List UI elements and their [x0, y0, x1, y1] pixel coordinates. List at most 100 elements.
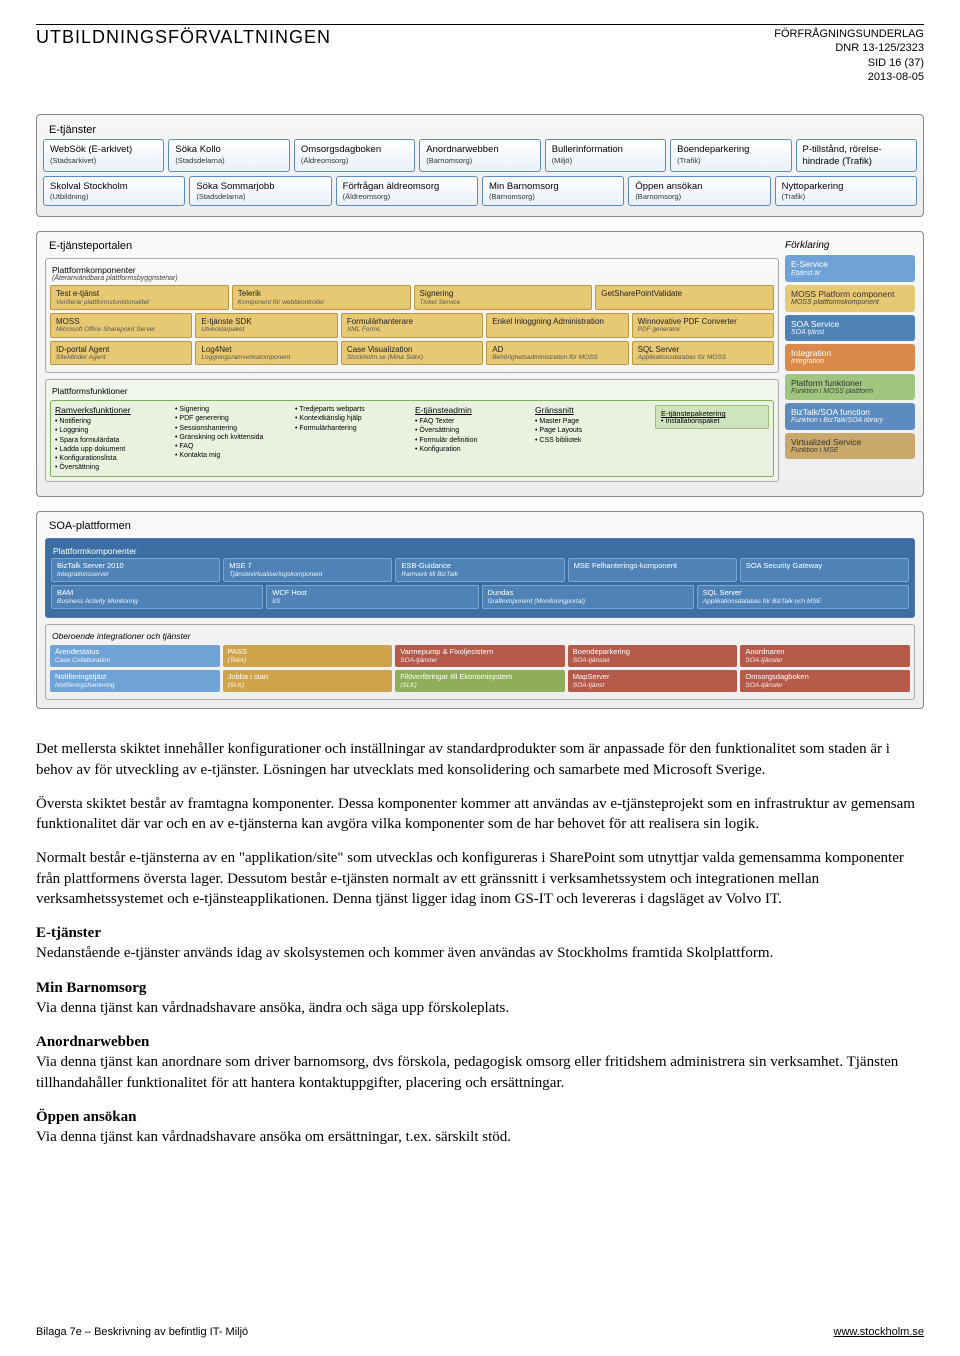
soa-box: ESB-GuidanceRamverk till BizTalk — [395, 558, 564, 582]
function-item: PDF generering — [175, 414, 289, 423]
soa-box: WCF HostIIS — [266, 585, 478, 609]
soa-box: DundasGrafkomponent (Monitoringportal) — [482, 585, 694, 609]
paragraph-7: Via denna tjänst kan vårdnadshavare ansö… — [36, 1129, 511, 1145]
paragraph-3: Normalt består e-tjänsterna av en "appli… — [36, 848, 924, 909]
function-item: CSS bibliotek — [535, 436, 649, 445]
function-column: E-tjänsteadminFAQ TexterÖversättningForm… — [415, 405, 529, 472]
function-list: SigneringPDF genereringSessionshantering… — [175, 405, 289, 460]
platform-components-sub: (Återanvändbara plattformsbyggnstenar) — [50, 275, 774, 282]
legend-item: Virtualized ServiceFunktion i MSE — [785, 433, 915, 460]
function-col-title: Gränssnitt — [535, 405, 649, 415]
component-row: MOSSMicrosoft Office Sharepoint ServerE-… — [50, 313, 774, 338]
header-line-4: 2013-08-05 — [774, 70, 924, 84]
service-box: Anordnarwebben(Barnomsorg) — [419, 139, 540, 172]
platform-functions-title: Plattformsfunktioner — [50, 384, 774, 400]
etjanster-title: E-tjänster — [43, 121, 917, 139]
function-item: Granskning och kvittensida — [175, 433, 289, 442]
paragraph-6: Via denna tjänst kan anordnare som drive… — [36, 1054, 898, 1090]
ober-box: OmsorgsdagbokenSOA-tjänster — [740, 670, 910, 692]
ober-box: ÄrendestatusCase Collaboration — [50, 645, 220, 667]
heading-etjanster: E-tjänster — [36, 925, 101, 941]
function-item: Tredjeparts webparts — [295, 405, 409, 414]
soa-row: BAMBusiness Activity MonitoringWCF HostI… — [51, 585, 909, 609]
function-item: Konfigurationslista — [55, 454, 169, 463]
function-item: Översättning — [55, 463, 169, 472]
function-list: FAQ TexterÖversättningFormulär definitio… — [415, 417, 529, 453]
paragraph-4: Nedanstående e-tjänster används idag av … — [36, 945, 773, 961]
component-box: ADBehörighetsadministration för MOSS — [486, 341, 628, 366]
ober-box: PASS(TeliA) — [223, 645, 393, 667]
component-box: Test e-tjänstVerifierar plattformsfunkti… — [50, 285, 229, 310]
function-item: FAQ — [175, 442, 289, 451]
function-item: Notifiering — [55, 417, 169, 426]
component-box: ID-portal AgentSiteMinder Agent — [50, 341, 192, 366]
header-meta: FÖRFRÅGNINGSUNDERLAG DNR 13-125/2323 SID… — [774, 27, 924, 84]
service-box: Boendeparkering(Trafik) — [670, 139, 791, 172]
soa-platform-components: Plattformkomponenter BizTalk Server 2010… — [45, 538, 915, 618]
soa-box: MSE 7Tjänstevirtualiseringskomponent — [223, 558, 392, 582]
component-box: SQL ServerApplikationsdatabas för MOSS — [632, 341, 774, 366]
service-box: Söka Sommarjobb(Stadsdelarna) — [189, 176, 331, 206]
legend-item: BizTalk/SOA functionFunktion i BizTalk/S… — [785, 403, 915, 430]
legend-item: SOA ServiceSOA tjänst — [785, 315, 915, 342]
service-box: Öppen ansökan(Barnomsorg) — [628, 176, 770, 206]
soa-box: MSE Felhanterings-komponent — [568, 558, 737, 582]
legend-panel: Förklaring E-ServiceEtjänst ärMOSS Platf… — [785, 240, 915, 488]
function-column: Tredjeparts webpartsKontextkänslig hjälp… — [295, 405, 409, 472]
function-list: Master PagePage LayoutsCSS bibliotek — [535, 417, 649, 444]
header-line-1: FÖRFRÅGNINGSUNDERLAG — [774, 27, 924, 41]
heading-oppenansokan: Öppen ansökan — [36, 1109, 136, 1125]
ober-box: MapServerSOA-tjänst — [568, 670, 738, 692]
component-box: MOSSMicrosoft Office Sharepoint Server — [50, 313, 192, 338]
ober-box: AnordnarenSOA-tjänster — [740, 645, 910, 667]
component-box: GetSharePointValidate — [595, 285, 774, 310]
paragraph-5: Via denna tjänst kan vårdnadshavare ansö… — [36, 1000, 509, 1016]
service-box: Söka Kollo(Stadsdelarna) — [168, 139, 289, 172]
header-line-2: DNR 13-125/2323 — [774, 41, 924, 55]
function-item: Kontextkänslig hjälp — [295, 414, 409, 423]
function-item: Formulär definition — [415, 436, 529, 445]
portal-section: E-tjänsteportalen Plattformkomponenter (… — [36, 231, 924, 497]
legend-item: Platform funktionerFunktion i MOSS platt… — [785, 374, 915, 401]
legend-item: E-ServiceEtjänst är — [785, 255, 915, 282]
header-line-3: SID 16 (37) — [774, 56, 924, 70]
function-item: Konfiguration — [415, 445, 529, 454]
function-column: Gränssnitt Master PagePage LayoutsCSS bib… — [535, 405, 649, 472]
function-list: NotifieringLoggningSpara formulärdataLad… — [55, 417, 169, 472]
portal-title: E-tjänsteportalen — [45, 240, 779, 258]
component-box: SigneringTicket Service — [414, 285, 593, 310]
paragraph-2: Översta skiktet består av framtagna komp… — [36, 794, 924, 835]
component-box: Log4NetLoggningsramverkskomponent — [195, 341, 337, 366]
function-item: Page Layouts — [535, 426, 649, 435]
paragraph-1: Det mellersta skiktet innehåller konfigu… — [36, 739, 924, 780]
function-item: Kontakta mig — [175, 451, 289, 460]
service-box: Omsorgsdagboken(Äldreomsorg) — [294, 139, 415, 172]
component-box: FormulärhanterareXML Forms — [341, 313, 483, 338]
component-box: Case VisualizationStockholm.se (Mina Sid… — [341, 341, 483, 366]
soa-section: SOA-plattformen Plattformkomponenter Biz… — [36, 511, 924, 709]
footer-right: www.stockholm.se — [834, 1326, 924, 1338]
soa-title: SOA-plattformen — [45, 520, 915, 538]
legend-title: Förklaring — [785, 240, 915, 251]
ober-box: Jobba i stan(SLK) — [223, 670, 393, 692]
function-columns: Ramverksfunktioner NotifieringLoggningSpa… — [50, 400, 774, 477]
function-list: Tredjeparts webpartsKontextkänslig hjälp… — [295, 405, 409, 432]
heading-anordnarwebben: Anordnarwebben — [36, 1034, 149, 1050]
ober-title: Oberoende integrationer och tjänster — [50, 629, 910, 645]
component-row: Test e-tjänstVerifierar plattformsfunkti… — [50, 285, 774, 310]
platform-functions-group: Plattformsfunktioner Ramverksfunktioner N… — [45, 379, 779, 482]
soa-box: SOA Security Gateway — [740, 558, 909, 582]
soa-row: BizTalk Server 2010IntegrationsserverMSE… — [51, 558, 909, 582]
service-box: Bullerinformation(Miljö) — [545, 139, 666, 172]
function-col-title: Ramverksfunktioner — [55, 405, 169, 415]
soa-platt-title: Plattformkomponenter — [51, 544, 909, 558]
function-item: Spara formulärdata — [55, 436, 169, 445]
function-item: Signering — [175, 405, 289, 414]
ober-box: Filöverföringar till Ekonomisystem(SLK) — [395, 670, 565, 692]
soa-box: SQL ServerApplikationsdatabas för BizTal… — [697, 585, 909, 609]
service-box: P-tillstånd, rörelse-hindrade (Trafik) — [796, 139, 917, 172]
service-box: Skolval Stockholm(Utbildning) — [43, 176, 185, 206]
body-text: Det mellersta skiktet innehåller konfigu… — [36, 739, 924, 1147]
service-box: Förfrågan äldreomsorg(Äldreomsorg) — [336, 176, 478, 206]
soa-box: BAMBusiness Activity Monitoring — [51, 585, 263, 609]
